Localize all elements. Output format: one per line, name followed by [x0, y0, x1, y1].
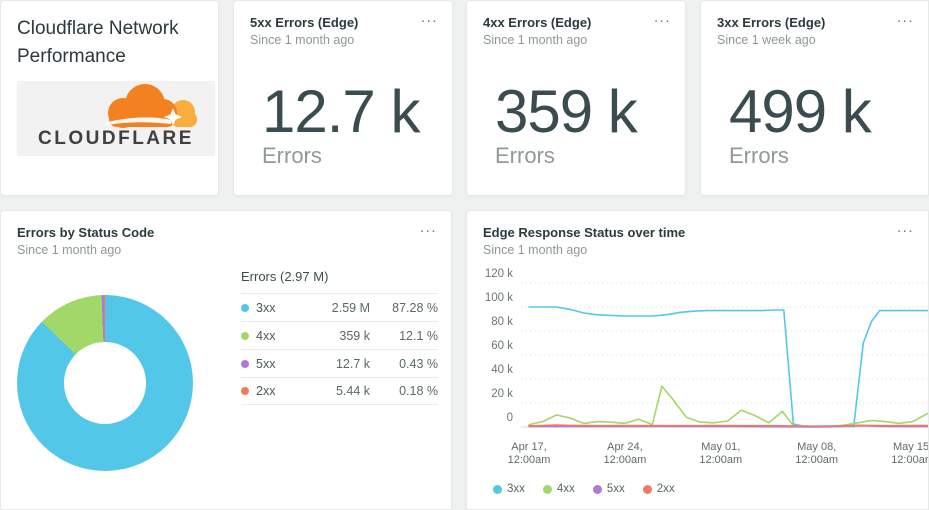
y-axis-tick-label: 40 k — [491, 364, 513, 376]
line-chart: 120 k 100 k 80 k 60 k 40 k 20 k 0 Apr 17, 12:00a… — [483, 265, 929, 509]
card-title: Errors by Status Code — [17, 225, 155, 240]
series-color-dot — [493, 484, 502, 494]
card-cloudflare-header: Cloudflare Network Performance CLOUDFLAR… — [0, 0, 219, 196]
donut-hole — [64, 342, 146, 424]
series-color-dot — [592, 484, 602, 494]
card-edge-response-status: Edge Response Status over time Since 1 m… — [466, 210, 929, 510]
card-menu-button[interactable]: ... — [896, 219, 914, 236]
card-5xx-billboard: 5xx Errors (Edge) Since 1 month ago ... … — [233, 0, 453, 196]
card-title: 5xx Errors (Edge) — [250, 15, 359, 30]
pie-legend-row-4xx[interactable]: 4xx 359 k 12.1 % — [241, 321, 438, 349]
card-3xx-billboard: 3xx Errors (Edge) Since 1 week ago ... 4… — [700, 0, 929, 196]
billboard-value: 499 k — [729, 78, 872, 145]
cloudflare-cloud-icon — [107, 84, 197, 128]
series-percent: 12.1 % — [399, 328, 438, 343]
y-axis-tick-label: 0 — [506, 412, 513, 424]
series-color-dot — [241, 331, 249, 340]
series-color-dot — [241, 387, 249, 395]
cloudflare-logo: CLOUDFLARE — [17, 81, 215, 156]
x-axis-tick-label: May 01, 12:00am — [699, 441, 743, 466]
card-title: 3xx Errors (Edge) — [717, 15, 826, 30]
x-axis-tick-label: May 15,12:00am — [891, 441, 929, 466]
series-color-dot — [542, 484, 552, 494]
y-axis-tick-label: 20 k — [491, 388, 513, 400]
billboard-value: 12.7 k — [262, 78, 420, 145]
cloudflare-wordmark: CLOUDFLARE — [38, 128, 194, 149]
pie-legend-row-2xx[interactable]: 2xx 5.44 k 0.18 % — [241, 377, 438, 405]
series-color-dot — [241, 359, 249, 368]
legend-item-4xx[interactable]: 4xx — [542, 483, 575, 495]
card-menu-button[interactable]: ... — [419, 219, 437, 236]
legend-item-2xx[interactable]: 2xx — [642, 483, 675, 495]
line-chart-plot — [521, 282, 929, 428]
billboard-unit-label: Errors — [495, 143, 555, 168]
series-color-dot — [241, 303, 249, 312]
series-value: 2.59 M — [331, 300, 370, 315]
card-subtitle: Since 1 week ago — [717, 33, 816, 47]
y-axis-tick-label: 60 k — [491, 340, 513, 352]
series-value: 5.44 k — [335, 384, 370, 398]
card-title: Edge Response Status over time — [483, 225, 686, 240]
series-percent: 87.28 % — [392, 300, 438, 315]
card-subtitle: Since 1 month ago — [250, 33, 355, 47]
billboard-unit-label: Errors — [729, 143, 789, 168]
series-label: 5xx — [256, 356, 276, 371]
series-value: 12.7 k — [335, 356, 370, 371]
card-menu-button[interactable]: ... — [653, 9, 671, 26]
series-label: 2xx — [256, 384, 276, 398]
series-label: 4xx — [256, 328, 276, 343]
card-subtitle: Since 1 month ago — [17, 243, 122, 257]
line-chart-legend: 3xx 4xx 5xx 2xx — [493, 483, 675, 495]
card-menu-button[interactable]: ... — [896, 9, 914, 26]
series-line-2xx[interactable] — [528, 424, 929, 427]
card-subtitle: Since 1 month ago — [483, 33, 588, 47]
series-line-4xx[interactable] — [528, 385, 929, 428]
card-4xx-billboard: 4xx Errors (Edge) Since 1 month ago ... … — [466, 0, 686, 196]
x-axis-tick-label: Apr 17, 12:00am — [507, 441, 551, 466]
dashboard-title: Cloudflare Network Performance — [17, 18, 179, 67]
legend-item-5xx[interactable]: 5xx — [592, 483, 625, 495]
card-subtitle: Since 1 month ago — [483, 243, 588, 257]
legend-label: 5xx — [606, 483, 625, 495]
pie-legend-header: Errors (2.97 M) — [241, 269, 329, 284]
series-percent: 0.18 % — [399, 384, 438, 398]
billboard-unit-label: Errors — [262, 143, 322, 168]
legend-item-3xx[interactable]: 3xx — [493, 483, 525, 495]
y-axis-tick-label: 80 k — [491, 316, 513, 328]
series-label: 3xx — [256, 300, 276, 315]
legend-label: 4xx — [556, 483, 575, 495]
series-percent: 0.43 % — [399, 356, 438, 371]
series-color-dot — [642, 484, 652, 494]
pie-legend-row-5xx[interactable]: 5xx 12.7 k 0.43 % — [241, 349, 438, 377]
legend-label: 2xx — [656, 483, 675, 495]
series-line-3xx[interactable] — [528, 306, 929, 428]
y-axis-tick-label: 100 k — [484, 292, 513, 304]
y-axis-tick-label: 120 k — [484, 268, 513, 280]
card-menu-button[interactable]: ... — [420, 9, 438, 26]
billboard-value: 359 k — [495, 78, 638, 145]
donut-chart[interactable] — [17, 295, 193, 471]
pie-legend-row-3xx[interactable]: 3xx 2.59 M 87.28 % — [241, 293, 438, 321]
pie-legend-table: Errors (2.97 M) 3xx 2.59 M 87.28 % 4xx 359 k… — [241, 269, 438, 405]
x-axis-tick-label: May 08, 12:00am — [795, 441, 839, 466]
x-axis-tick-label: Apr 24, 12:00am — [603, 441, 647, 466]
series-value: 359 k — [339, 328, 370, 343]
card-title: 4xx Errors (Edge) — [483, 15, 592, 30]
card-errors-by-status-code: Errors by Status Code Since 1 month ago … — [0, 210, 452, 510]
legend-label: 3xx — [507, 483, 525, 495]
